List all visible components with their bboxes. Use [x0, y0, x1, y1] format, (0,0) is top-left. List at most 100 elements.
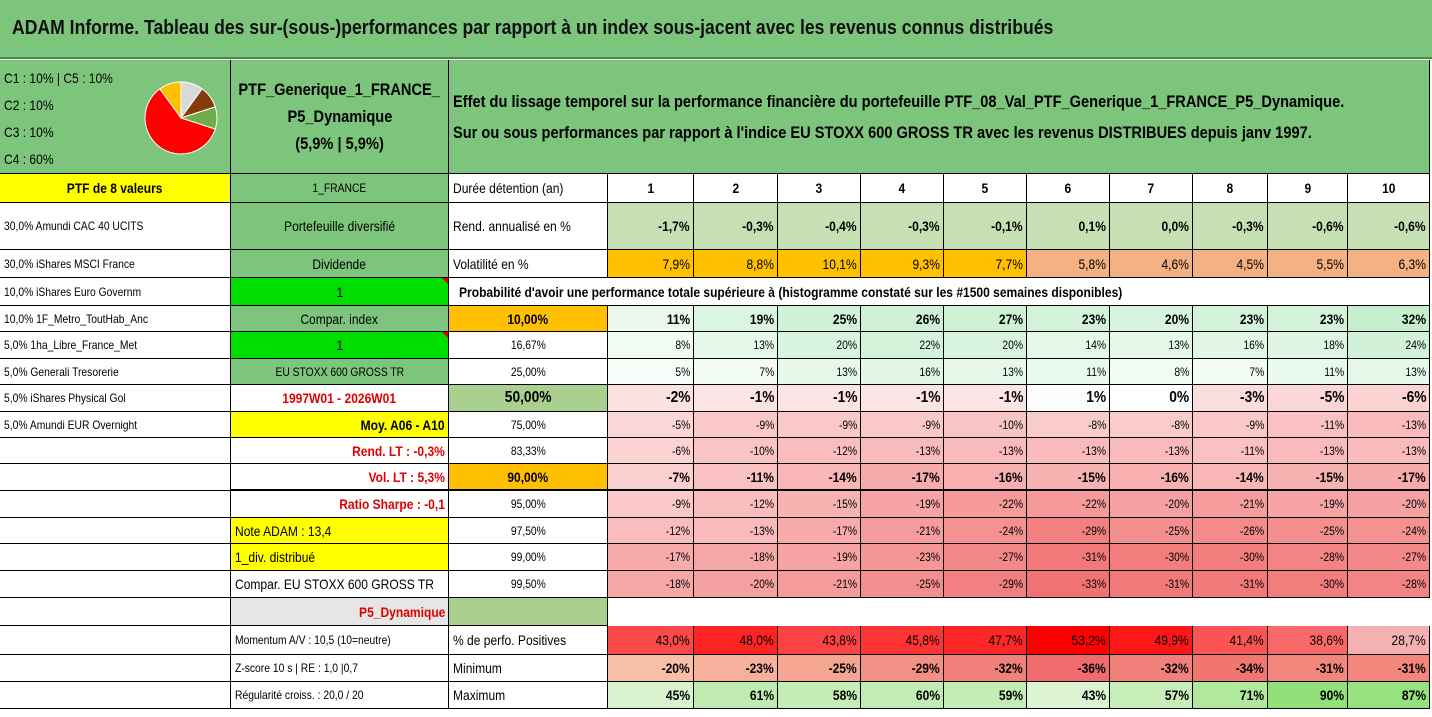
probability-value: -30% — [1110, 544, 1193, 571]
probability-value: -21% — [1193, 491, 1268, 518]
probability-value: -1% — [861, 385, 944, 412]
probability-value: 13% — [694, 332, 778, 359]
maximum-value: 71% — [1193, 682, 1268, 709]
portfolio-name-line: PTF_Generique_1_FRANCE_ — [238, 80, 441, 99]
minimum-value: -32% — [944, 655, 1027, 682]
year-header: 7 — [1110, 174, 1193, 203]
vol-value: 5,8% — [1027, 250, 1110, 278]
rend-value-text: -0,1% — [991, 218, 1023, 234]
rend-value-text: -0,6% — [1394, 218, 1426, 234]
probability-value: -31% — [1193, 571, 1268, 598]
year-header: 10 — [1348, 174, 1430, 203]
probability-value-text: -16% — [994, 468, 1023, 485]
holding-row-text: 5,0% 1ha_Libre_France_Met — [4, 338, 138, 352]
probability-value: -26% — [1193, 518, 1268, 544]
probability-value: -25% — [861, 571, 944, 598]
holdings-header: PTF de 8 valeurs — [0, 174, 231, 203]
rend-value: -0,3% — [861, 203, 944, 250]
year-header-text: 6 — [1064, 180, 1072, 196]
probability-value-text: -30% — [1164, 550, 1189, 564]
probability-value: 11% — [1027, 359, 1110, 385]
vol-value-text: 7,7% — [995, 255, 1023, 272]
probability-value-text: 16% — [1243, 338, 1264, 352]
positive-perf-value-text: 38,6% — [1309, 632, 1344, 648]
probability-value-text: -17% — [665, 550, 690, 564]
holding-row: 10,0% iShares Euro Governm — [0, 278, 231, 306]
probability-value: -13% — [1348, 438, 1430, 464]
vol-lt-cell: Vol. LT : 5,3% — [231, 464, 449, 491]
maximum-value: 57% — [1110, 682, 1193, 709]
probability-threshold-text: 99,00% — [510, 550, 546, 564]
probability-threshold-text: 75,00% — [510, 417, 546, 432]
probability-value-text: -21% — [1239, 497, 1264, 511]
year-header: 2 — [694, 174, 778, 203]
probability-value-text: -20% — [1401, 497, 1426, 511]
rend-lt-cell-text: Rend. LT : -0,3% — [352, 442, 445, 459]
probability-value-text: -33% — [1081, 577, 1106, 591]
probability-threshold-text: 10,00% — [507, 310, 549, 327]
duration-label: Durée détention (an) — [449, 174, 608, 203]
positive-perf-label: % de perfo. Positives — [449, 626, 608, 655]
positive-perf-value-text: 48,0% — [739, 632, 774, 648]
probability-value: 8% — [608, 332, 694, 359]
probability-value: -2% — [608, 385, 694, 412]
probability-value: -17% — [778, 518, 861, 544]
probability-value-text: -11% — [746, 468, 774, 485]
vol-value-text: 5,5% — [1316, 255, 1344, 272]
probability-value-text: 8% — [1174, 364, 1189, 379]
probability-value: -9% — [861, 412, 944, 438]
maximum-value: 90% — [1268, 682, 1348, 709]
probability-value-text: -6% — [1401, 389, 1426, 406]
holding-row: 5,0% iShares Physical Gol — [0, 385, 231, 412]
probability-value-text: 13% — [1405, 364, 1426, 379]
probability-value: -8% — [1027, 412, 1110, 438]
probability-value-text: -19% — [915, 497, 940, 511]
allocation-pie-chart — [136, 62, 228, 174]
probability-value-text: 32% — [1401, 310, 1426, 327]
probability-value-text: -13% — [915, 443, 940, 458]
maximum-value-text: 60% — [915, 687, 940, 703]
probability-value: -21% — [861, 518, 944, 544]
probability-value: -30% — [1193, 544, 1268, 571]
probability-value: -15% — [1027, 464, 1110, 491]
probability-value: -17% — [608, 544, 694, 571]
probability-value-text: -28% — [1401, 577, 1426, 591]
minimum-value-text: -20% — [661, 660, 690, 676]
probability-value-text: 7% — [1249, 364, 1264, 379]
probability-value: 23% — [1027, 306, 1110, 332]
probability-value: -21% — [778, 571, 861, 598]
probability-title-text: Probabilité d'avoir une performance tota… — [459, 283, 1123, 300]
blank-cell — [449, 598, 608, 626]
minimum-value: -31% — [1348, 655, 1430, 682]
maximum-value: 61% — [694, 682, 778, 709]
probability-threshold-text: 90,00% — [507, 468, 549, 485]
rend-label-text: Rend. annualisé en % — [453, 218, 571, 234]
positive-perf-value: 41,4% — [1193, 626, 1268, 655]
year-header: 3 — [778, 174, 861, 203]
probability-value-text: -11% — [1240, 443, 1264, 458]
probability-value-text: -22% — [1081, 497, 1106, 511]
probability-value-text: -12% — [832, 443, 857, 458]
probability-value-text: -17% — [1397, 468, 1426, 485]
probability-threshold: 50,00% — [449, 385, 608, 412]
probability-threshold: 83,33% — [449, 438, 608, 464]
positive-perf-value: 43,8% — [778, 626, 861, 655]
probability-value-text: -9% — [921, 417, 940, 432]
probability-value: -28% — [1348, 571, 1430, 598]
holding-row-text: 10,0% 1F_Metro_ToutHab_Anc — [4, 311, 148, 326]
minimum-value: -23% — [694, 655, 778, 682]
description-line: Sur ou sous performances par rapport à l… — [453, 122, 1312, 142]
probability-value-text: -9% — [755, 417, 774, 432]
minimum-value-text: -29% — [911, 660, 940, 676]
probability-value: -16% — [944, 464, 1027, 491]
probability-value: -13% — [944, 438, 1027, 464]
positive-perf-value-text: 47,7% — [988, 632, 1023, 648]
probability-value-text: -30% — [1239, 550, 1264, 564]
probability-value-text: 0% — [1169, 389, 1189, 406]
country-cell: 1_FRANCE — [231, 174, 449, 203]
holding-row-text: 5,0% Generali Tresorerie — [4, 364, 119, 379]
probability-threshold-text: 25,00% — [510, 364, 546, 379]
probability-value-text: 13% — [1168, 338, 1189, 352]
probability-value: -10% — [694, 438, 778, 464]
